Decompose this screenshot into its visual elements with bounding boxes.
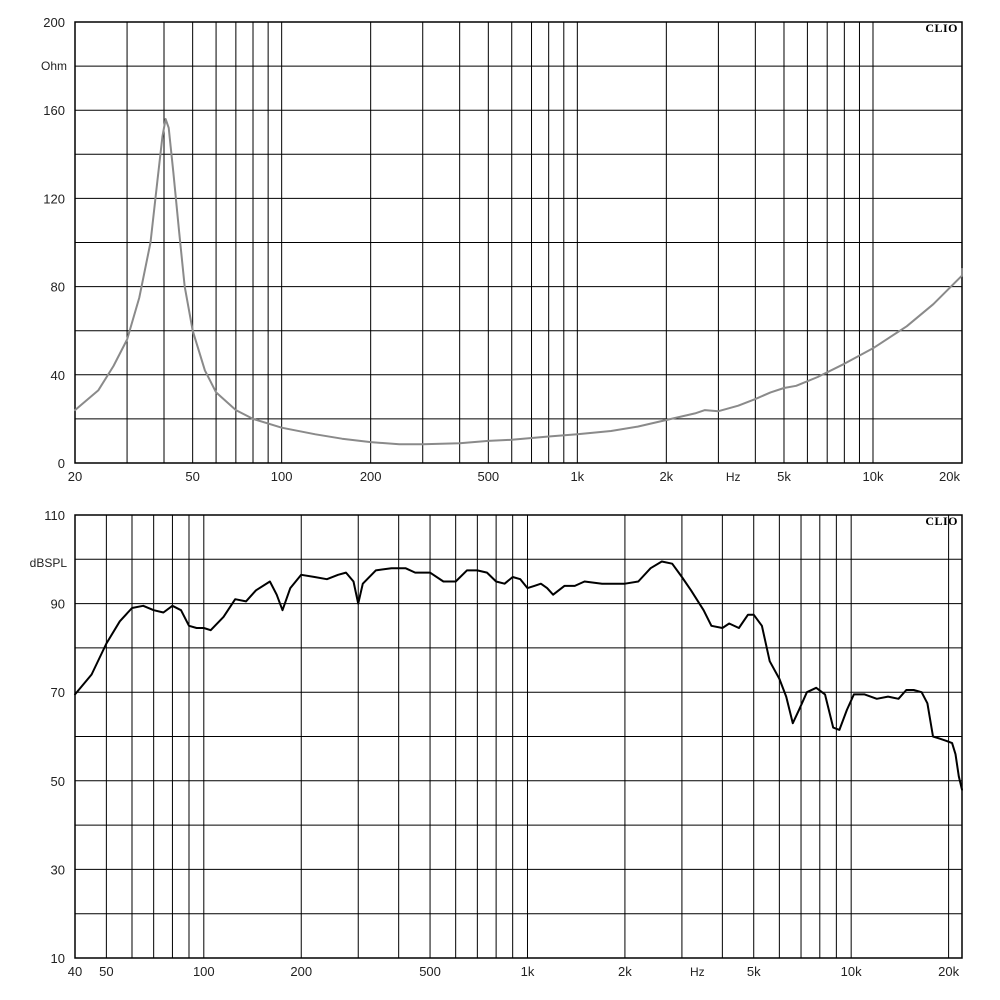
- x-tick-label: 5k: [777, 469, 791, 484]
- x-axis-label: Hz: [690, 965, 705, 979]
- y-tick-label: 30: [51, 862, 65, 877]
- x-tick-label: 1k: [521, 964, 535, 979]
- y-tick-label: 120: [43, 191, 65, 206]
- spl-curve: [74, 560, 963, 791]
- clio-brand-label: CLIO: [925, 21, 958, 35]
- y-tick-label: 10: [51, 951, 65, 966]
- y-tick-label: 200: [43, 15, 65, 30]
- chart-1: 200 160 120 80 40 0 Ohm 20 50 100 200 500 1k 2k 5k 10k 2…: [41, 15, 963, 484]
- x-tick-label: 100: [271, 469, 293, 484]
- x-tick-label: 20: [68, 469, 82, 484]
- y-tick-label: 40: [51, 368, 65, 383]
- y-tick-label: 80: [51, 280, 65, 295]
- impedance-curve: [74, 118, 963, 446]
- x-tick-label: 200: [360, 469, 382, 484]
- x-tick-label: 200: [290, 964, 312, 979]
- x-tick-label: 2k: [618, 964, 632, 979]
- x-axis-label: Hz: [726, 470, 741, 484]
- chart-2: 110 90 70 50 30 10 dBSPL 40 50 100 200 500 1k 2k 5k 10k…: [30, 508, 963, 979]
- x-tick-label: 500: [419, 964, 441, 979]
- x-tick-label: 2k: [659, 469, 673, 484]
- x-tick-label: 5k: [747, 964, 761, 979]
- y-tick-label: 50: [51, 774, 65, 789]
- y-tick-label: 160: [43, 103, 65, 118]
- x-tick-label: 500: [477, 469, 499, 484]
- y-axis-label: Ohm: [41, 59, 67, 73]
- x-tick-label: 10k: [863, 469, 884, 484]
- plot-frame: [74, 514, 963, 959]
- y-tick-label: 70: [51, 685, 65, 700]
- clio-brand-label: CLIO: [925, 514, 958, 528]
- x-tick-label: 20k: [939, 469, 960, 484]
- x-tick-label: 20k: [938, 964, 959, 979]
- x-tick-label: 1k: [570, 469, 584, 484]
- x-tick-label: 40: [68, 964, 82, 979]
- plot-frame: [74, 21, 963, 464]
- x-tick-label: 100: [193, 964, 215, 979]
- y-axis-label: dBSPL: [30, 556, 68, 570]
- x-tick-label: 10k: [841, 964, 862, 979]
- y-tick-label: 90: [51, 597, 65, 612]
- y-tick-label: 110: [44, 508, 65, 523]
- x-tick-label: 50: [185, 469, 199, 484]
- x-tick-label: 50: [99, 964, 113, 979]
- y-tick-label: 0: [58, 456, 65, 471]
